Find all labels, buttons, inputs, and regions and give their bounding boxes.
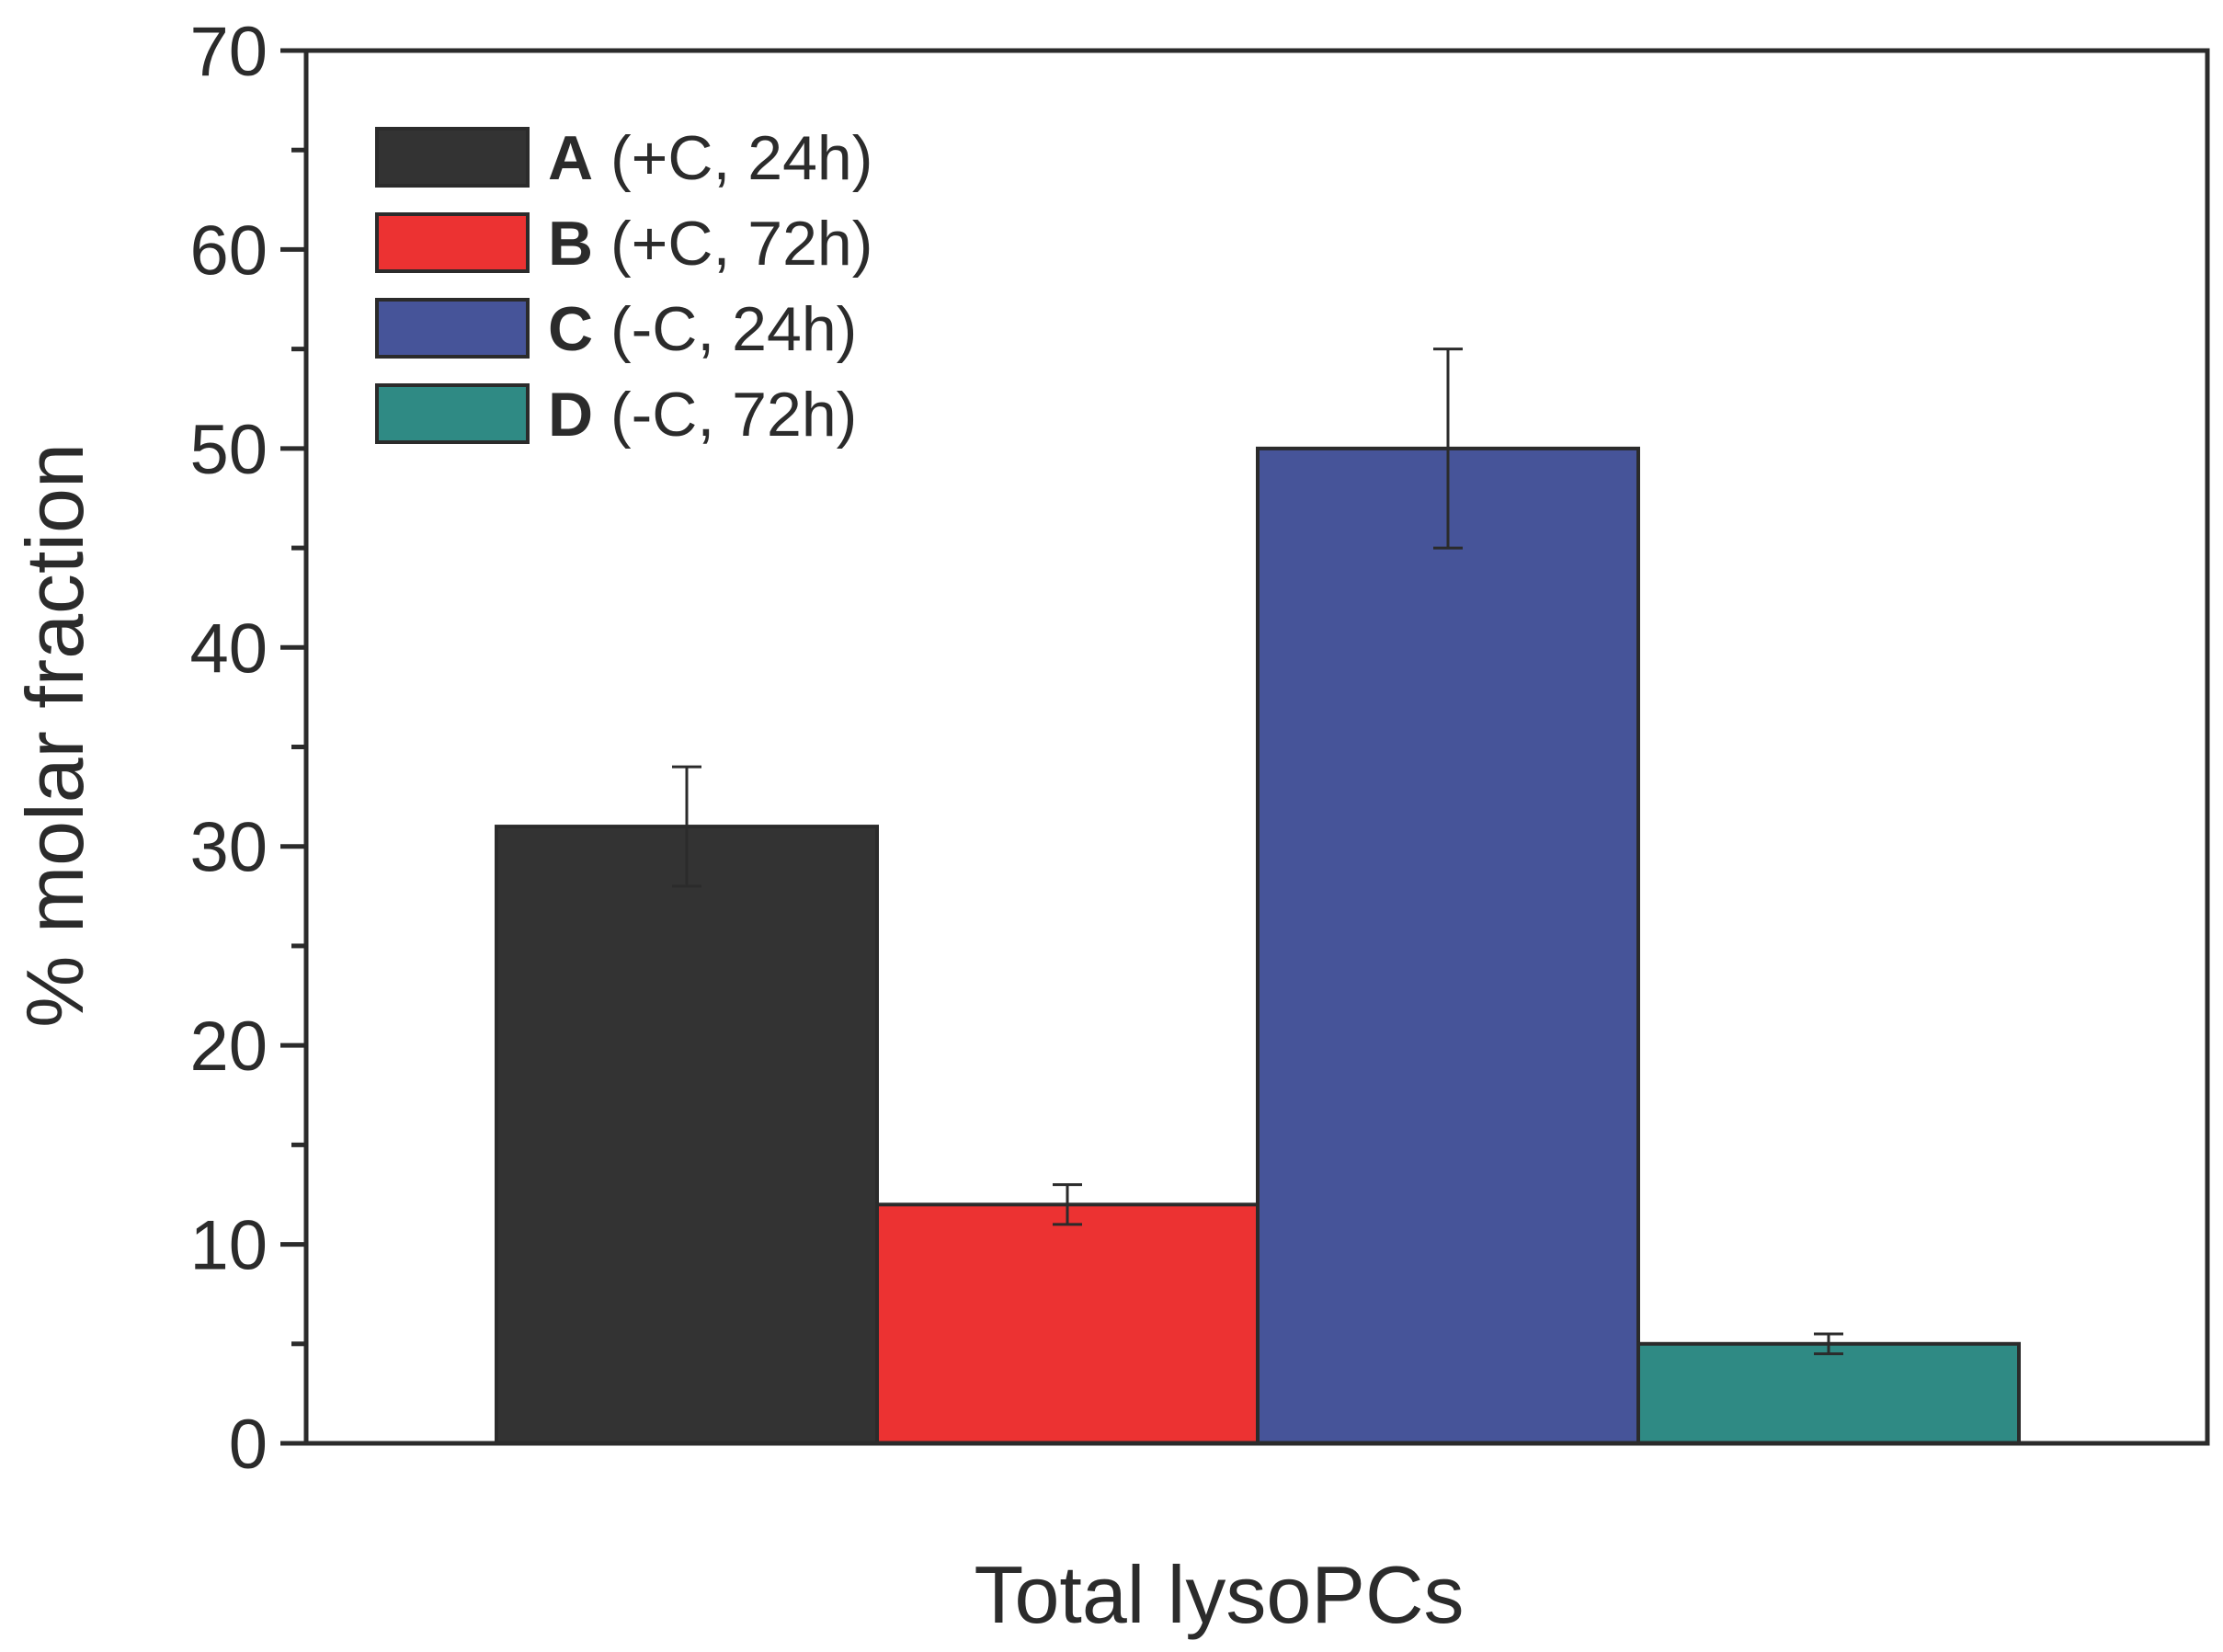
y-tick-label: 50 bbox=[189, 411, 268, 489]
bars-layer bbox=[495, 446, 2021, 1446]
y-tick-label: 60 bbox=[189, 211, 268, 290]
legend: A (+C, 24h)B (+C, 72h)C (-C, 24h)D (-C, … bbox=[375, 123, 872, 450]
legend-key-B: B bbox=[548, 209, 593, 279]
legend-swatch-B bbox=[375, 212, 530, 273]
legend-swatch-A bbox=[375, 127, 530, 188]
y-tick-label: 70 bbox=[189, 13, 268, 91]
legend-swatch-D bbox=[375, 383, 530, 444]
legend-name-C: (-C, 24h) bbox=[593, 294, 857, 364]
bar-D bbox=[1636, 1341, 2021, 1446]
legend-name-D: (-C, 72h) bbox=[593, 380, 857, 450]
bar-C bbox=[1256, 446, 1640, 1445]
y-tick-label: 10 bbox=[189, 1207, 268, 1285]
y-tick-label: 30 bbox=[189, 809, 268, 887]
legend-name-A: (+C, 24h) bbox=[593, 123, 872, 193]
legend-swatch-C bbox=[375, 298, 530, 359]
y-tick-label: 40 bbox=[189, 610, 268, 688]
bar-B bbox=[875, 1202, 1260, 1446]
y-axis-title: % molar fraction bbox=[9, 443, 100, 1028]
legend-label-D: D (-C, 72h) bbox=[548, 380, 857, 450]
y-axis-ticks: 0 10 20 30 40 50 60 70 bbox=[189, 13, 306, 1484]
legend-label-A: A (+C, 24h) bbox=[548, 123, 872, 193]
legend-key-D: D bbox=[548, 380, 593, 450]
y-tick-label: 0 bbox=[229, 1406, 268, 1484]
y-tick-label: 20 bbox=[189, 1008, 268, 1086]
bar-A bbox=[495, 825, 879, 1445]
error-bars-layer bbox=[672, 347, 1843, 1356]
legend-key-A: A bbox=[548, 123, 593, 193]
legend-key-C: C bbox=[548, 294, 593, 364]
legend-label-B: B (+C, 72h) bbox=[548, 209, 872, 279]
legend-name-B: (+C, 72h) bbox=[593, 209, 872, 279]
legend-label-C: C (-C, 24h) bbox=[548, 294, 857, 364]
x-axis-title: Total lysoPCs bbox=[974, 1549, 1464, 1640]
